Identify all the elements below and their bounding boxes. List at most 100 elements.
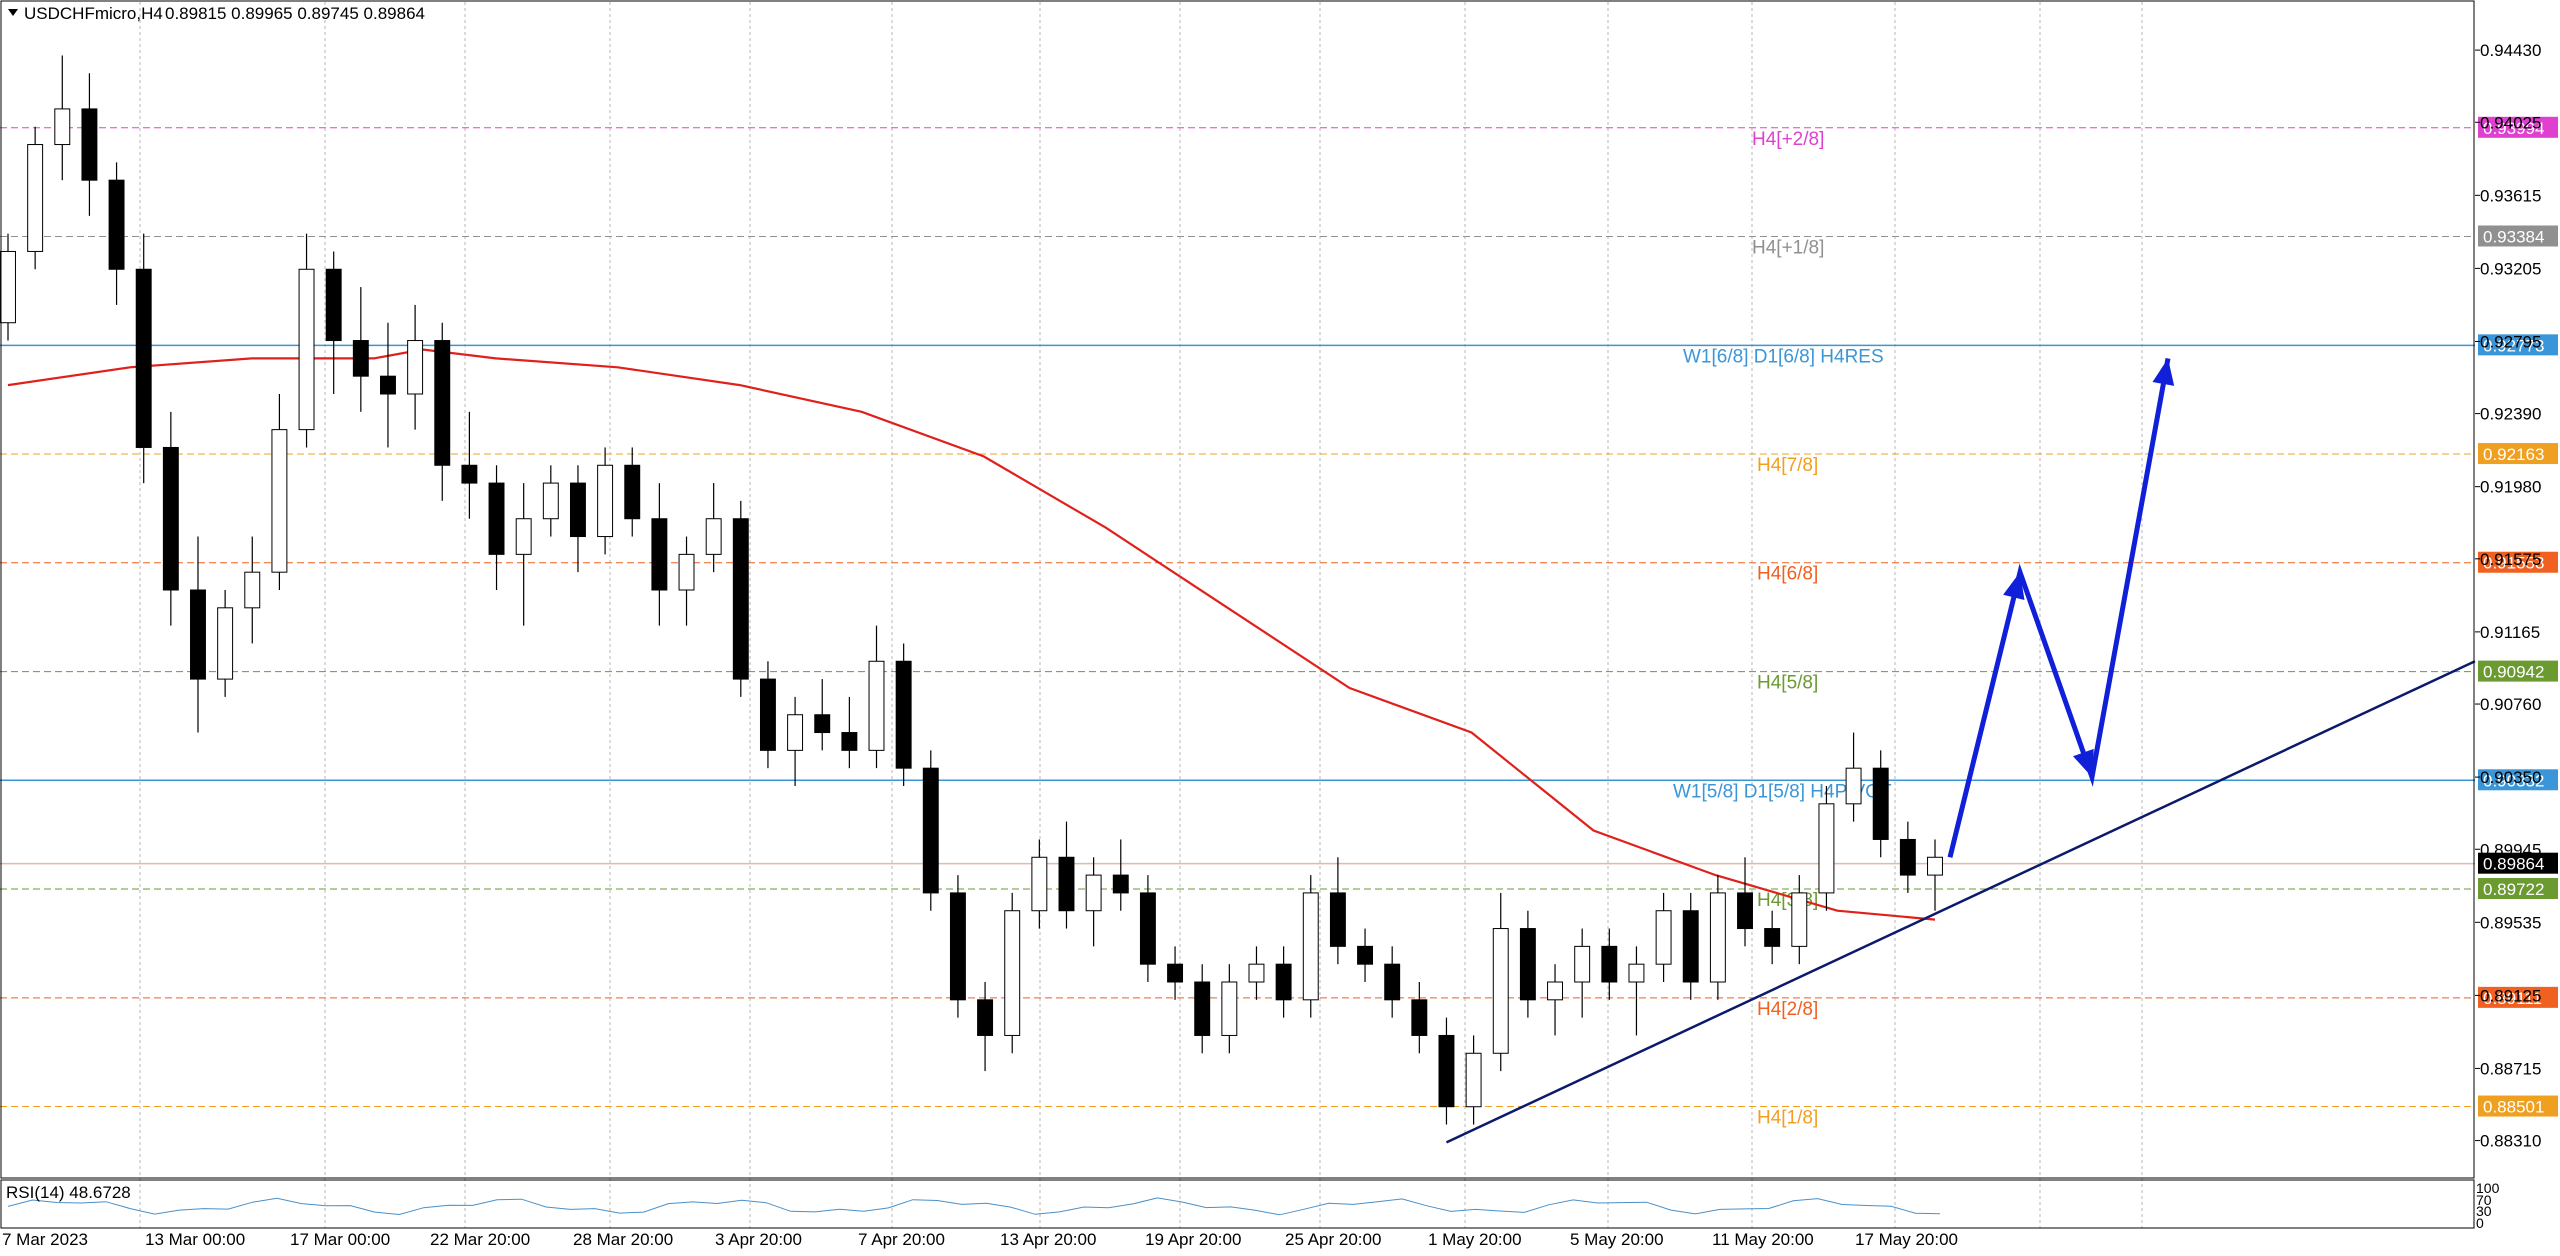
y-tick-label: 0.91980	[2480, 478, 2541, 497]
level-label: H4[+1/8]	[1752, 237, 1824, 258]
x-tick-label: 13 Mar 00:00	[145, 1230, 245, 1249]
price-box	[2478, 116, 2558, 138]
candle-layer	[0, 55, 1943, 1125]
price-box	[2478, 1095, 2558, 1117]
price-box	[2478, 551, 2558, 573]
candle-body	[1031, 856, 1048, 912]
candle-body	[162, 446, 179, 591]
price-box-label: 0.89722	[2483, 880, 2544, 899]
candle-body	[1628, 963, 1645, 983]
candle-body	[380, 375, 396, 395]
candle-body	[1112, 874, 1129, 894]
candle-body	[1221, 981, 1238, 1036]
candle-body	[895, 660, 912, 769]
projection-arrowhead-icon	[2003, 572, 2025, 601]
projection-arrowhead-icon	[2152, 358, 2175, 386]
candle-body	[1655, 910, 1672, 965]
price-box	[2478, 443, 2558, 465]
level-label: H4[7/8]	[1757, 455, 1818, 476]
candle-body	[0, 250, 16, 324]
candle-body	[1004, 910, 1021, 1036]
candle-body	[922, 767, 939, 894]
candle-body	[1411, 999, 1428, 1036]
candle-body	[1845, 767, 1862, 805]
price-box-label: 0.93384	[2483, 227, 2544, 246]
candle-body	[108, 179, 125, 270]
candle-body	[271, 429, 288, 573]
price-box-label: 0.90942	[2483, 663, 2544, 682]
candle-body	[1764, 928, 1781, 947]
rsi-scale-label: 70	[2476, 1192, 2492, 1208]
price-box	[2478, 660, 2558, 682]
x-tick-label: 28 Mar 20:00	[573, 1230, 673, 1249]
candle-body	[1818, 803, 1835, 894]
y-tick-label: 0.89125	[2480, 986, 2541, 1005]
candle-body	[1438, 1034, 1455, 1108]
x-tick-label: 25 Apr 20:00	[1285, 1230, 1381, 1249]
level-label: H4[6/8]	[1757, 564, 1818, 585]
rsi-scale-label: 100	[2476, 1180, 2500, 1196]
candle-body	[651, 518, 668, 591]
candle-body	[298, 268, 315, 431]
candle-body	[54, 108, 71, 146]
support-trendline	[1445, 660, 2476, 1144]
candle-body	[949, 892, 966, 1001]
collapse-triangle-icon[interactable]	[8, 9, 18, 16]
rsi-frame	[0, 1179, 2475, 1229]
level-label: H4[3/8]	[1757, 890, 1818, 911]
ma-layer	[7, 348, 1936, 921]
candle-body	[1357, 945, 1374, 965]
x-tick-label: 19 Apr 20:00	[1145, 1230, 1241, 1249]
level-label: H4[5/8]	[1757, 673, 1818, 694]
price-box-label: 0.93994	[2483, 119, 2544, 138]
candle-body	[1085, 874, 1102, 912]
candle-body	[1058, 856, 1075, 912]
candle-body	[1574, 945, 1591, 983]
candle-body	[569, 482, 586, 538]
price-box	[2478, 769, 2558, 791]
candle-body	[1248, 963, 1265, 983]
candle-body	[1899, 838, 1916, 876]
candle-body	[461, 464, 478, 484]
candle-body	[515, 518, 532, 555]
candle-body	[1167, 963, 1184, 983]
x-tick-label: 7 Mar 2023	[2, 1230, 88, 1249]
rsi-scale-label: 0	[2476, 1215, 2484, 1231]
x-tick-label: 11 May 20:00	[1712, 1230, 1814, 1249]
level-label: H4[1/8]	[1757, 1108, 1818, 1129]
trend-layer	[1445, 357, 2476, 1144]
candle-body	[1492, 928, 1509, 1054]
plot-frame	[0, 0, 2475, 1179]
candle-body	[190, 589, 206, 680]
candle-body	[678, 553, 695, 591]
candle-body	[1682, 910, 1699, 983]
candle-body	[597, 464, 614, 538]
projection-arrowhead-icon	[2073, 748, 2094, 778]
rsi-scale-label: 30	[2476, 1203, 2492, 1219]
candle-body	[1709, 892, 1726, 983]
x-tick-label: 17 May 20:00	[1855, 1230, 1958, 1249]
candle-body	[1927, 856, 1943, 876]
price-box-label: 0.91553	[2483, 554, 2544, 573]
candle-body	[1194, 981, 1211, 1036]
current-price-box	[2478, 852, 2558, 874]
candle-body	[1519, 928, 1536, 1001]
candle-body	[244, 571, 261, 609]
price-box-label: 0.90332	[2483, 771, 2544, 790]
candle-body	[1275, 963, 1292, 1001]
price-box-label: 0.92773	[2483, 336, 2544, 355]
x-tick-label: 1 May 20:00	[1428, 1230, 1522, 1249]
candle-body	[81, 108, 98, 181]
candle-body	[814, 714, 831, 734]
y-tick-label: 0.88715	[2480, 1059, 2541, 1078]
y-tick-label: 0.91575	[2480, 550, 2541, 569]
y-tick-label: 0.90350	[2480, 768, 2541, 787]
symbol-label: USDCHFmicro,H4	[24, 4, 163, 23]
y-tick-label: 0.93205	[2480, 259, 2541, 278]
rsi-line	[7, 1197, 1941, 1216]
rsi-label: RSI(14) 48.6728	[6, 1183, 131, 1202]
candle-body	[1737, 892, 1753, 930]
